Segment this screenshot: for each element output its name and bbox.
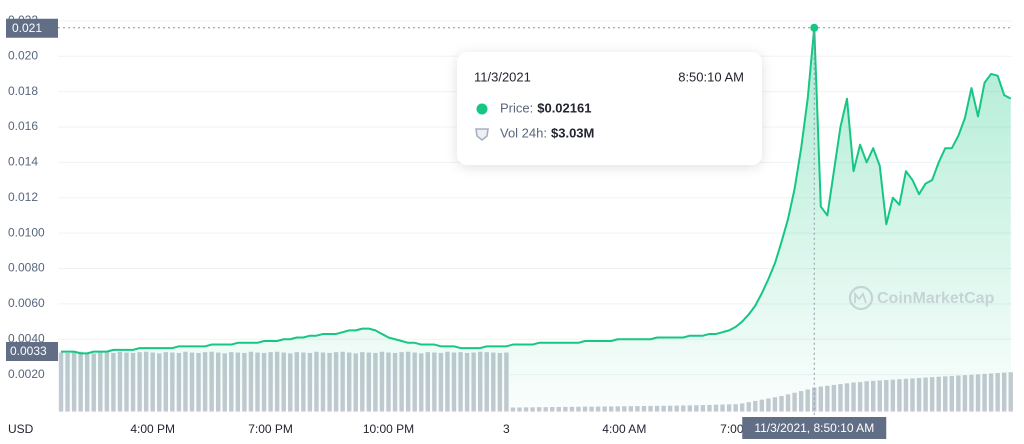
volume-legend-icon [475,128,489,142]
y-tick-label: 0.016 [8,119,38,133]
tooltip-price-label: Price: [500,100,533,115]
tooltip-time: 8:50:10 AM [678,69,744,84]
y-tick-label: 0.0080 [8,261,45,275]
crosshair-x-label: 11/3/2021, 8:50:10 AM [754,421,874,435]
currency-label: USD [8,422,34,436]
tooltip-box [457,52,762,165]
x-tick-label: 10:00 PM [363,422,414,436]
plot-area: 0.0020 0.0040 0.0060 0.0080 0.0100 0.012 0.014… [8,13,1014,436]
tooltip-price-value: $0.02161 [537,100,591,115]
crosshair-y-box [6,18,58,38]
watermark: CoinMarketCap [848,285,995,311]
tooltip-volume-value: $3.03M [551,125,594,140]
y-tick-label: 0.0020 [8,367,45,381]
last-price-label: 0.0033 [10,344,47,358]
y-tick-label: 0.0040 [8,331,45,345]
x-tick-label: 3 [503,422,510,436]
overlay: 0.021 0.0033 11/3/2021, 8:50:10 AM [6,18,1012,439]
x-tick-label: 7:00 PM [248,422,293,436]
x-tick-label: 4:00 PM [130,422,175,436]
watermark-logo-mark [854,291,867,304]
y-tick-label: 0.0100 [8,225,45,239]
tooltip-date: 11/3/2021 [474,69,531,84]
price-legend-dot [476,103,488,115]
crosshair-y-label: 0.021 [12,21,42,35]
watermark-text: CoinMarketCap [877,290,995,307]
price-area [61,27,1011,411]
hover-point [810,23,819,32]
y-tick-label: 0.018 [8,84,38,98]
y-tick-label: 0.012 [8,190,38,204]
tooltip-volume-label: Vol 24h: [500,125,547,140]
crosshair-x-box [742,417,887,439]
y-tick-label: 0.020 [8,48,38,62]
price-line [61,26,1012,355]
last-price-box [6,342,58,361]
x-tick-label: 4:00 AM [602,422,646,436]
tooltip: 11/3/2021 8:50:10 AM Price: $0.02161 Vol… [457,52,762,165]
y-tick-label: 0.014 [8,155,38,169]
y-tick-label: 0.0060 [8,296,45,310]
watermark-logo [848,285,874,311]
